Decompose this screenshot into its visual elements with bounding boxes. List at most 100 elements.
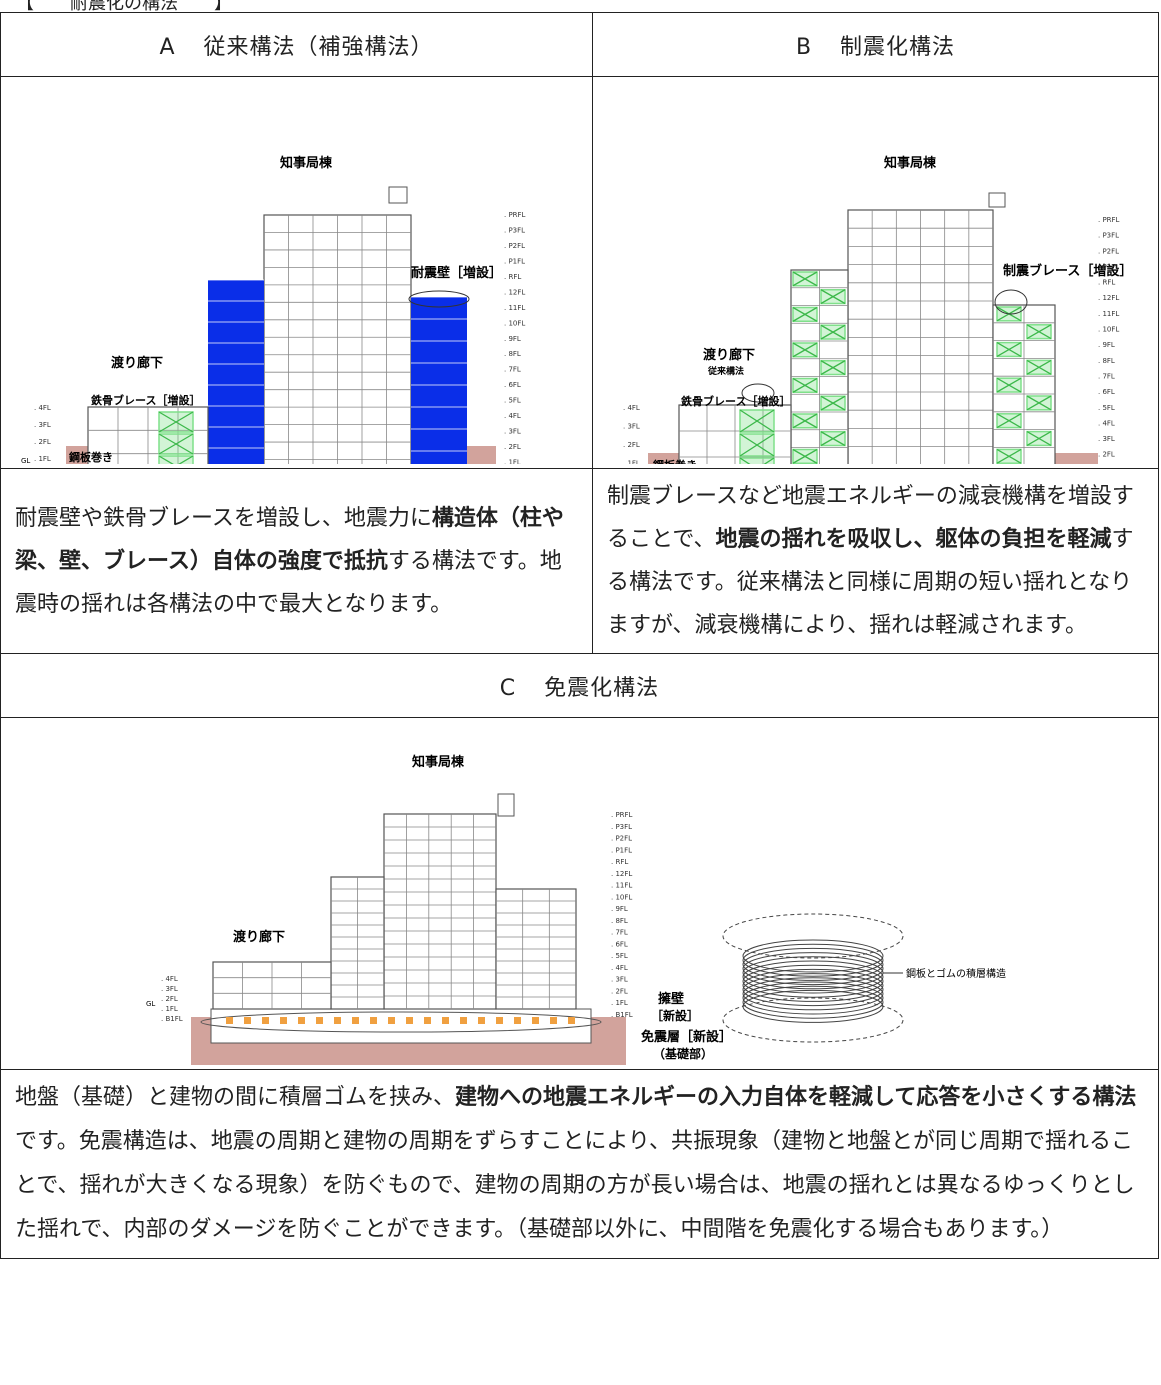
section-c-header: C 免震化構法 — [0, 653, 1159, 718]
brace-callout-ellipse — [994, 289, 1028, 315]
floor-label: . P2FL — [611, 835, 632, 843]
floor-label: . 7FL — [611, 929, 628, 937]
damping-brace-diagonal — [792, 342, 818, 358]
bearing-layer — [742, 943, 884, 977]
isolator-pad — [532, 1017, 539, 1024]
isolation-layer-ellipse — [200, 1011, 602, 1033]
retaining-wall-sub-label: ［新設］ — [651, 1008, 699, 1023]
floor-label: . P1FL — [1098, 263, 1119, 271]
bearing-label: 鋼板とゴムの積層構造 — [906, 967, 1006, 980]
gl-label: GL — [146, 1000, 155, 1008]
bearing-layer — [742, 939, 884, 973]
floor-label: . P1FL — [504, 257, 525, 265]
penthouse — [388, 186, 408, 204]
retaining-wall-label: 擁壁 — [658, 991, 684, 1007]
floor-label: . PRFL — [1098, 216, 1120, 224]
floor-label: . 9FL — [1098, 341, 1115, 349]
isolator-pad — [352, 1017, 359, 1024]
floor-label: . 2FL — [1098, 451, 1115, 459]
floor-label: . 10FL — [1098, 326, 1119, 334]
isolator-pad — [514, 1017, 521, 1024]
isolator-pad — [478, 1017, 485, 1024]
bearing-layer — [742, 964, 884, 998]
floor-label: . 4FL — [611, 964, 628, 972]
penthouse — [497, 793, 515, 817]
building-label: 知事局棟 — [280, 155, 333, 171]
bearing-layer — [742, 981, 884, 1015]
penthouse — [988, 192, 1006, 208]
floor-label: . 6FL — [504, 381, 521, 389]
damping-brace-diagonal — [820, 360, 846, 376]
floor-label: . 11FL — [1098, 310, 1119, 318]
steel-brace-diagonal — [158, 433, 194, 455]
isolator-pad — [568, 1017, 575, 1024]
floor-label: . 4FL — [161, 975, 178, 983]
floor-label: . B1FL — [161, 1015, 183, 1023]
floor-label: . B1FL — [611, 1011, 633, 1019]
section-c-figure: 知事局棟 渡り廊下 . PRFL . P3FL . P2FL . P1FL . RFL . 1… — [0, 717, 1159, 1079]
floor-label: . 3FL — [611, 976, 628, 984]
isolation-sub-label: （基礎部） — [653, 1046, 713, 1061]
floor-label: . 2FL — [161, 995, 178, 1003]
floor-label: . 3FL — [1098, 435, 1115, 443]
floor-label: . 11FL — [504, 304, 525, 312]
damping-brace-diagonal — [996, 413, 1022, 429]
floor-label: . 4FL — [1098, 419, 1115, 427]
bearing-top-plate — [722, 913, 904, 959]
corridor-label: 渡り廊下 — [703, 347, 755, 363]
building-label: 知事局棟 — [884, 155, 937, 171]
damping-brace-diagonal — [996, 448, 1022, 464]
damping-brace-diagonal — [1026, 431, 1052, 446]
floor-label: . 9FL — [611, 905, 628, 913]
bearing-layer — [742, 985, 884, 1019]
floor-label: . 11FL — [611, 882, 632, 890]
corridor-sub-label: 従来構法 — [707, 365, 744, 377]
corridor-label: 渡り廊下 — [233, 929, 285, 945]
floor-label: . 3FL — [161, 985, 178, 993]
isolator-pad — [370, 1017, 377, 1024]
isolation-label: 免震層［新設］ — [641, 1029, 732, 1045]
floor-label: . 3FL — [34, 421, 51, 429]
floor-label: . 8FL — [504, 350, 521, 358]
damping-brace-diagonal — [792, 413, 818, 429]
floor-label: . RFL — [504, 273, 521, 281]
shear-wall-right — [411, 297, 467, 492]
steel-brace-label: 鉄骨ブレース［増設］ — [91, 393, 200, 407]
bearing-layer — [742, 973, 884, 1007]
floor-label: . 3FL — [504, 428, 521, 436]
shear-wall-left — [208, 280, 264, 492]
bearing-layer — [742, 960, 884, 994]
building-label: 知事局棟 — [412, 754, 465, 770]
isolator-pad — [244, 1017, 251, 1024]
damping-brace-diagonal — [792, 306, 818, 322]
floor-label: . 3FL — [623, 423, 640, 431]
method-comparison-table: A 従来構法（補強構法） B 制震化構法 知事局棟 耐震壁［増設］ 渡り廊下 鉄骨ブレース… — [0, 12, 1159, 1259]
isolator-pad — [280, 1017, 287, 1024]
floor-label: . 1FL — [504, 459, 521, 464]
damping-brace-diagonal — [820, 431, 846, 447]
steel-brace-label: 鉄骨ブレース［増設］ — [681, 394, 790, 408]
steel-brace — [158, 455, 194, 477]
corridor-label: 渡り廊下 — [111, 355, 163, 371]
floor-label: . 5FL — [1098, 404, 1115, 412]
floor-label: . 4FL — [623, 404, 640, 412]
isolator-pad — [226, 1017, 233, 1024]
damping-brace-diagonal — [792, 271, 818, 287]
steel-brace-diagonal — [739, 433, 775, 457]
isolator-pad — [316, 1017, 323, 1024]
damping-brace-diagonal — [1026, 359, 1052, 375]
isolator-pad — [496, 1017, 503, 1024]
isolator-pad — [262, 1017, 269, 1024]
damping-brace-label: 制震ブレース［増設］ — [1003, 263, 1132, 279]
floor-label: . 10FL — [504, 319, 525, 327]
bearing-bottom-plate — [722, 997, 904, 1043]
damping-brace-diagonal — [820, 289, 846, 305]
damping-brace-diagonal — [1026, 324, 1052, 340]
floor-label: . 1FL — [611, 999, 628, 1007]
damping-brace-diagonal — [996, 377, 1022, 393]
floor-label: . P3FL — [504, 226, 525, 234]
shear-wall-label: 耐震壁［増設］ — [411, 265, 502, 281]
damping-brace-diagonal — [996, 342, 1022, 357]
bearing-layer — [742, 947, 884, 981]
